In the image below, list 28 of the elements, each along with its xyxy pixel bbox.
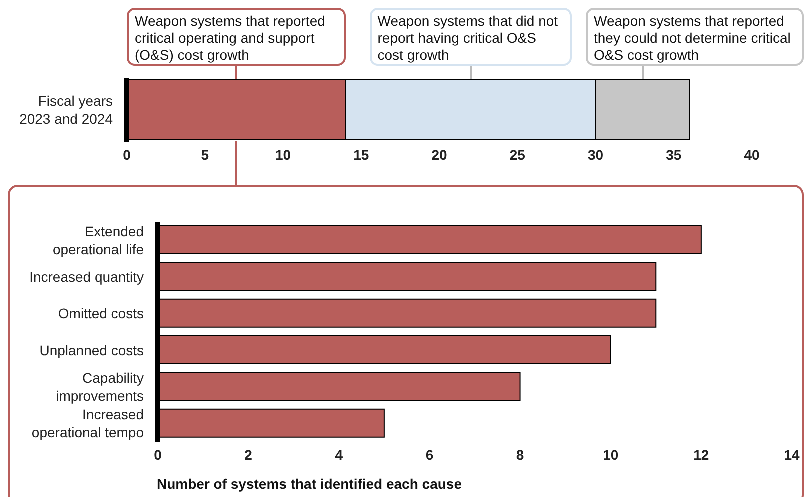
x-tick-label: 8 — [516, 446, 524, 463]
x-tick-label: 2 — [244, 446, 253, 463]
x-tick-label: 10 — [275, 146, 292, 163]
x-tick-label: 4 — [335, 446, 344, 463]
x-tick-label: 0 — [154, 446, 162, 463]
x-tick-label: 30 — [588, 146, 604, 163]
y-tick-label: Unplanned costs — [40, 342, 144, 358]
series-label: Weapon systems that reported critical operating and support (O&S) cost growth — [127, 8, 346, 66]
y-tick-label: Increased operational tempo — [32, 406, 144, 441]
x-tick-label: 40 — [744, 146, 760, 163]
series-label: Weapon systems that did not report having critical O&S cost growth — [370, 8, 572, 66]
series-label: Weapon systems that reported they could not determine critical O&S cost growth — [586, 8, 804, 66]
y-tick-label: Capability improvements — [56, 370, 144, 404]
y-tick-label: Increased quantity — [30, 269, 144, 285]
x-tick-label: 20 — [432, 146, 448, 163]
x-tick-label: 0 — [123, 146, 132, 163]
y-tick-label: Omitted costs — [58, 306, 144, 322]
x-tick-label: 5 — [201, 146, 210, 163]
y-tick-label: Extended operational life — [52, 223, 144, 258]
x-tick-label: 25 — [510, 146, 526, 163]
x-tick-label: 10 — [603, 446, 619, 463]
x-tick-label: 12 — [694, 446, 710, 463]
x-axis-title: Number of systems that identified each cause — [157, 476, 462, 492]
x-tick-label: 15 — [354, 146, 370, 163]
x-tick-label: 35 — [666, 146, 682, 163]
x-tick-label: 14 — [784, 446, 800, 463]
x-tick-label: 6 — [426, 446, 434, 463]
y-tick-label: Fiscal years 2023 and 2024 — [20, 93, 114, 127]
